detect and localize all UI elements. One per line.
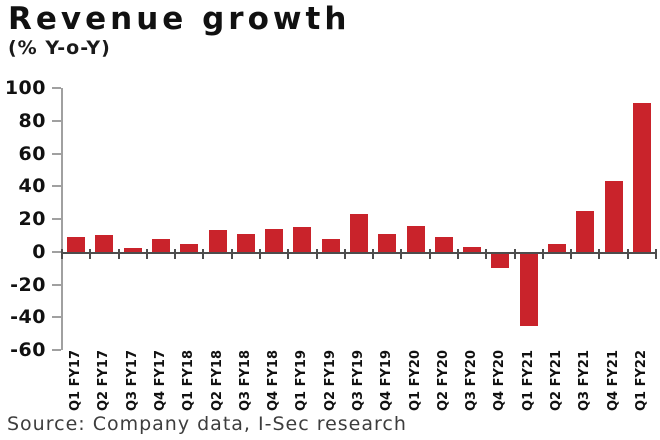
x-tick-label: Q4 FY21 bbox=[605, 349, 621, 411]
y-tick-label: -40 bbox=[10, 306, 46, 329]
x-tick-label: Q3 FY17 bbox=[124, 349, 140, 411]
bar bbox=[293, 227, 312, 252]
category-tick-mark bbox=[343, 248, 346, 259]
x-tick-label: Q4 FY20 bbox=[492, 349, 508, 411]
y-tick-mark bbox=[52, 349, 61, 351]
y-tick-label: 80 bbox=[18, 109, 46, 132]
y-tick-mark bbox=[52, 119, 61, 122]
plot-area: 100 80 60 40 20 0 -20 -40 -60 Q1 FY17 Q2 FY17 Q3 F… bbox=[5, 77, 657, 411]
x-tick-label: Q2 FY19 bbox=[322, 349, 338, 411]
bar bbox=[604, 181, 623, 252]
category-tick-mark bbox=[202, 248, 205, 259]
x-tick-label: Q1 FY22 bbox=[633, 349, 649, 411]
x-tick-label: Q4 FY17 bbox=[153, 349, 168, 411]
category-tick-mark bbox=[89, 248, 92, 259]
category-tick-mark bbox=[230, 248, 233, 259]
x-tick-label: Q2 FY18 bbox=[209, 349, 225, 411]
category-tick-mark bbox=[61, 248, 63, 259]
category-tick-mark bbox=[626, 248, 629, 259]
category-tick-mark bbox=[117, 248, 120, 259]
bar bbox=[95, 235, 114, 252]
category-tick-mark bbox=[428, 248, 431, 259]
category-tick-mark bbox=[259, 248, 261, 259]
x-tick-label: Q2 FY21 bbox=[549, 349, 564, 411]
bar bbox=[67, 237, 86, 252]
bar bbox=[350, 214, 368, 252]
category-tick-mark bbox=[287, 248, 290, 259]
bar bbox=[180, 243, 199, 252]
category-tick-mark bbox=[174, 248, 177, 259]
x-tick-label: Q2 FY20 bbox=[435, 349, 451, 411]
y-axis-line bbox=[61, 88, 63, 350]
bar bbox=[548, 243, 566, 252]
y-tick-label: 40 bbox=[18, 175, 46, 198]
x-tick-label: Q3 FY19 bbox=[351, 349, 366, 411]
y-tick-label: 100 bbox=[4, 77, 46, 99]
bar bbox=[406, 225, 425, 252]
x-tick-label: Q1 FY18 bbox=[181, 349, 197, 411]
bar bbox=[321, 238, 340, 252]
y-tick-label: -20 bbox=[10, 273, 46, 296]
category-tick-mark bbox=[598, 248, 601, 259]
y-tick-mark bbox=[52, 218, 61, 220]
bar bbox=[378, 233, 397, 252]
y-tick-label: -60 bbox=[10, 339, 46, 361]
x-tick-label: Q3 FY21 bbox=[577, 349, 593, 411]
x-tick-label: Q1 FY20 bbox=[407, 349, 423, 411]
x-tick-label: Q4 FY19 bbox=[379, 349, 395, 411]
category-tick-mark bbox=[485, 248, 488, 259]
zero-baseline bbox=[62, 251, 656, 254]
y-tick-mark bbox=[52, 283, 61, 286]
x-tick-label: Q3 FY20 bbox=[464, 349, 480, 411]
y-tick-mark bbox=[52, 185, 61, 188]
bar bbox=[265, 228, 284, 252]
category-tick-mark bbox=[655, 248, 657, 259]
y-tick-mark bbox=[52, 152, 61, 155]
bar bbox=[152, 238, 170, 252]
bar bbox=[434, 237, 453, 252]
category-tick-mark bbox=[457, 248, 459, 259]
bar bbox=[208, 230, 227, 252]
bar bbox=[519, 253, 538, 326]
category-tick-mark bbox=[541, 248, 544, 259]
x-tick-label: Q1 FY21 bbox=[520, 349, 536, 411]
bar bbox=[576, 210, 595, 252]
x-tick-label: Q4 FY18 bbox=[266, 349, 282, 411]
y-tick-mark bbox=[52, 316, 61, 319]
category-tick-mark bbox=[400, 248, 403, 259]
chart-subtitle: (% Y-o-Y) bbox=[8, 37, 111, 59]
bar bbox=[236, 233, 255, 252]
category-tick-mark bbox=[145, 248, 148, 259]
x-tick-label: Q2 FY17 bbox=[96, 349, 112, 411]
category-tick-mark bbox=[513, 248, 516, 259]
bar bbox=[463, 246, 482, 252]
y-tick-label: 0 bbox=[32, 240, 46, 263]
category-tick-mark bbox=[570, 248, 573, 259]
bar bbox=[123, 248, 142, 252]
y-tick-label: 20 bbox=[18, 208, 46, 230]
category-tick-mark bbox=[315, 248, 318, 259]
bar bbox=[491, 253, 510, 269]
y-tick-label: 60 bbox=[18, 142, 46, 165]
y-tick-mark bbox=[52, 250, 61, 253]
bar bbox=[632, 102, 651, 252]
y-tick-mark bbox=[52, 87, 61, 89]
x-tick-label: Q1 FY17 bbox=[68, 349, 84, 411]
category-tick-mark bbox=[372, 248, 375, 259]
x-tick-label: Q3 FY18 bbox=[237, 349, 253, 411]
x-tick-label: Q1 FY19 bbox=[294, 349, 310, 411]
chart-title: Revenue growth bbox=[8, 1, 351, 37]
source-caption: Source: Company data, I-Sec research bbox=[7, 413, 407, 435]
